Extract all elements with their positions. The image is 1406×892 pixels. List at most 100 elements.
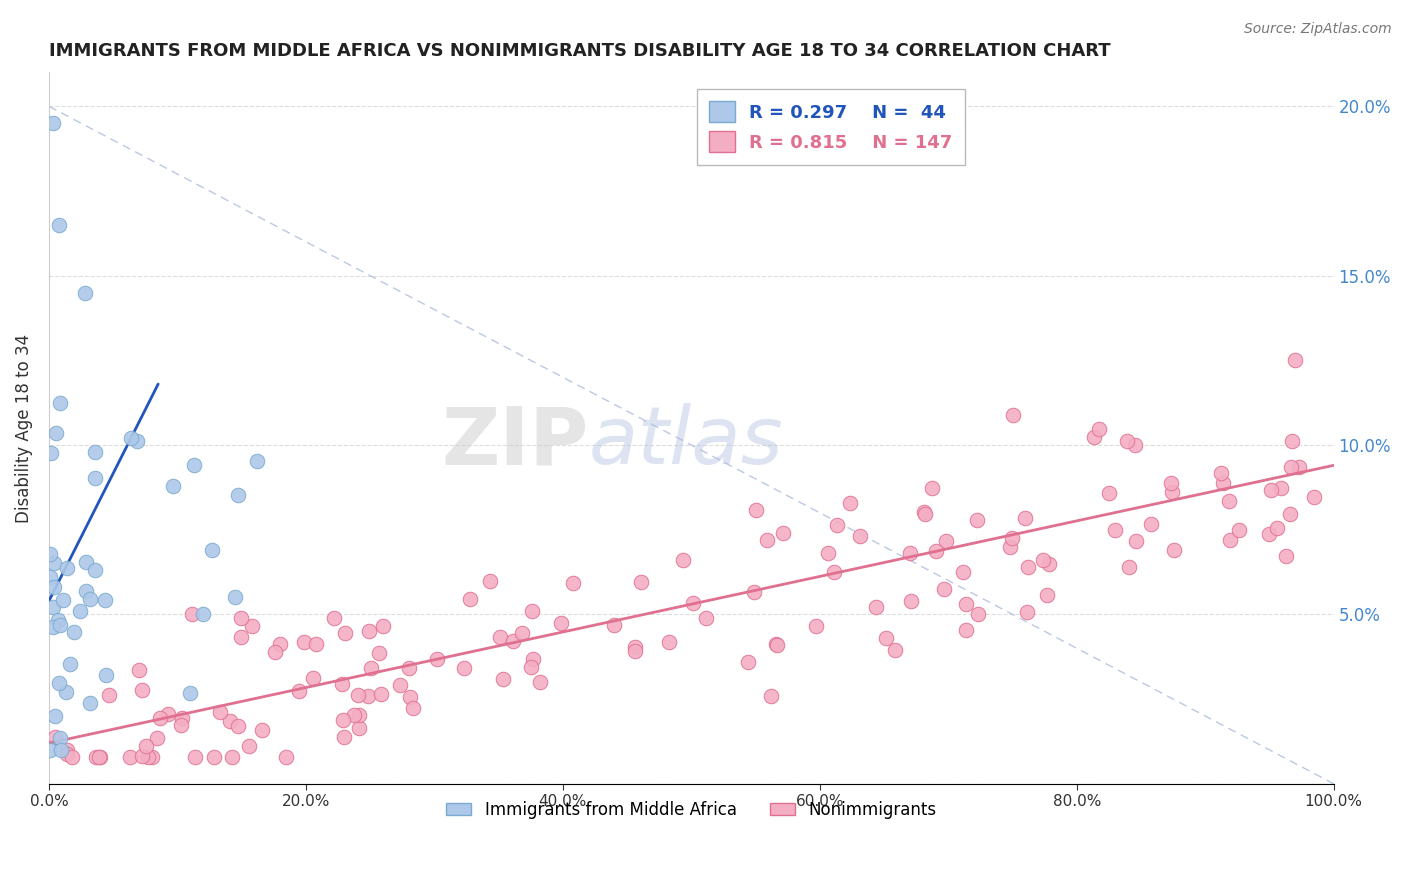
- Point: [135, 739, 157, 753]
- Point: [371, 619, 394, 633]
- Point: [1118, 560, 1140, 574]
- Point: [388, 678, 411, 692]
- Point: [737, 655, 759, 669]
- Point: [83, 563, 105, 577]
- Point: [191, 607, 214, 622]
- Point: [89, 749, 111, 764]
- Point: [745, 503, 768, 517]
- Text: Source: ZipAtlas.com: Source: ZipAtlas.com: [1244, 22, 1392, 37]
- Point: [224, 591, 246, 605]
- Point: [149, 711, 172, 725]
- Point: [925, 543, 948, 558]
- Point: [453, 661, 475, 675]
- Point: [48, 396, 70, 410]
- Point: [46, 613, 69, 627]
- Point: [75, 555, 97, 569]
- Point: [765, 637, 787, 651]
- Point: [180, 607, 202, 621]
- Point: [179, 686, 201, 700]
- Point: [141, 749, 163, 764]
- Point: [218, 714, 240, 728]
- Point: [209, 705, 232, 719]
- Point: [772, 526, 794, 541]
- Point: [671, 553, 693, 567]
- Point: [1083, 430, 1105, 444]
- Point: [1288, 460, 1310, 475]
- Point: [966, 513, 988, 527]
- Point: [1104, 523, 1126, 537]
- Point: [79, 592, 101, 607]
- Point: [55, 561, 77, 575]
- Point: [84, 445, 107, 459]
- Point: [817, 546, 839, 560]
- Point: [84, 471, 107, 485]
- Point: [849, 529, 872, 543]
- Point: [49, 618, 72, 632]
- Point: [1032, 553, 1054, 567]
- Legend: Immigrants from Middle Africa, Nonimmigrants: Immigrants from Middle Africa, Nonimmigr…: [440, 794, 943, 825]
- Point: [1218, 494, 1240, 508]
- Point: [458, 592, 481, 607]
- Point: [401, 700, 423, 714]
- Point: [1002, 409, 1025, 423]
- Point: [1270, 481, 1292, 495]
- Point: [226, 488, 249, 502]
- Point: [183, 458, 205, 472]
- Point: [288, 684, 311, 698]
- Point: [491, 673, 513, 687]
- Point: [221, 749, 243, 764]
- Point: [263, 645, 285, 659]
- Point: [359, 624, 381, 638]
- Point: [1015, 605, 1038, 619]
- Point: [39, 548, 62, 562]
- Point: [73, 285, 96, 300]
- Text: IMMIGRANTS FROM MIDDLE AFRICA VS NONIMMIGRANTS DISABILITY AGE 18 TO 34 CORRELATI: IMMIGRANTS FROM MIDDLE AFRICA VS NONIMMI…: [49, 42, 1111, 60]
- Point: [157, 707, 180, 722]
- Point: [827, 518, 849, 533]
- Point: [806, 619, 828, 633]
- Point: [343, 707, 366, 722]
- Point: [302, 671, 325, 685]
- Point: [48, 218, 70, 232]
- Point: [1260, 483, 1282, 498]
- Point: [520, 605, 543, 619]
- Point: [1088, 422, 1111, 436]
- Point: [347, 708, 370, 723]
- Point: [1140, 516, 1163, 531]
- Point: [332, 713, 354, 727]
- Point: [1161, 484, 1184, 499]
- Point: [357, 689, 380, 703]
- Point: [839, 496, 862, 510]
- Point: [131, 683, 153, 698]
- Point: [240, 619, 263, 633]
- Point: [624, 640, 647, 655]
- Point: [138, 749, 160, 764]
- Point: [63, 625, 86, 640]
- Point: [322, 611, 344, 625]
- Point: [347, 721, 370, 735]
- Point: [898, 546, 921, 560]
- Point: [630, 574, 652, 589]
- Point: [367, 646, 389, 660]
- Point: [1275, 549, 1298, 563]
- Point: [55, 747, 77, 762]
- Point: [742, 585, 765, 599]
- Point: [274, 749, 297, 764]
- Point: [79, 696, 101, 710]
- Point: [935, 534, 957, 549]
- Point: [269, 637, 291, 651]
- Point: [120, 431, 142, 445]
- Point: [184, 749, 207, 764]
- Point: [398, 660, 420, 674]
- Point: [201, 542, 224, 557]
- Point: [146, 731, 169, 746]
- Point: [967, 607, 990, 621]
- Point: [229, 630, 252, 644]
- Point: [502, 634, 524, 648]
- Point: [520, 660, 543, 674]
- Point: [94, 592, 117, 607]
- Point: [94, 668, 117, 682]
- Point: [510, 626, 533, 640]
- Point: [1284, 353, 1306, 368]
- Point: [1125, 534, 1147, 549]
